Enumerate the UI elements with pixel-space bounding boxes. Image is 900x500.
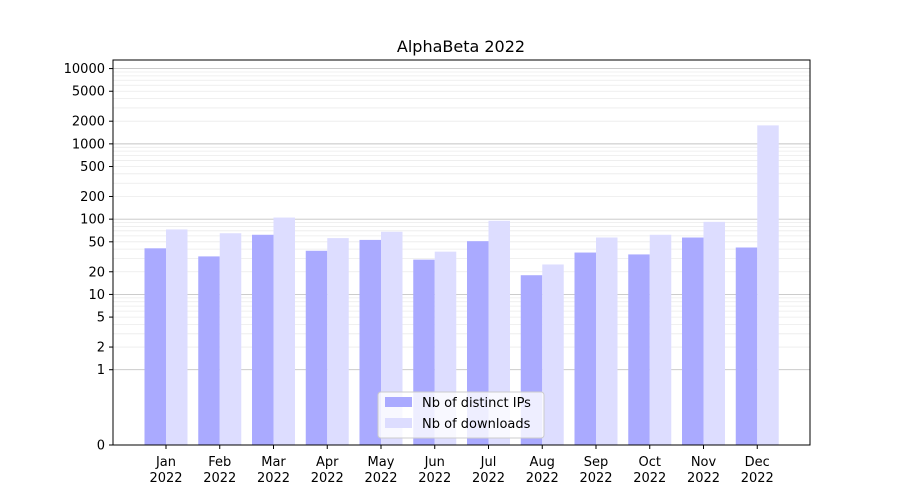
y-axis: 0 1 2 5 10 20 50 100 200 500 1000 2000 5000 10000 (64, 62, 113, 454)
x-tick-label: Jun 2022 (418, 455, 451, 486)
y-tick-label: 1 (97, 363, 105, 378)
legend-swatch (385, 397, 412, 407)
x-tick-label: Dec 2022 (741, 455, 774, 486)
bar-distinct-ips-11 (735, 247, 758, 445)
y-tick-label: 10 (88, 288, 105, 303)
bar-downloads-0 (166, 229, 188, 445)
x-tick-label: Sep 2022 (579, 455, 612, 486)
y-tick-label: 0 (97, 439, 105, 454)
y-tick-label: 2000 (72, 115, 105, 130)
bar-distinct-ips-3 (305, 250, 328, 445)
bar-distinct-ips-2 (252, 234, 274, 445)
y-tick-label: 5000 (72, 85, 105, 100)
x-tick-label: May 2022 (364, 455, 397, 486)
bar-downloads-10 (703, 221, 725, 445)
x-tick-label: Mar 2022 (257, 455, 290, 486)
x-tick-label: Feb 2022 (203, 455, 236, 486)
bar-distinct-ips-10 (682, 237, 704, 445)
bar-downloads-3 (327, 238, 349, 445)
bar-downloads-1 (219, 233, 242, 445)
y-tick-label: 20 (88, 265, 105, 280)
bar-distinct-ips-0 (144, 248, 166, 445)
bar-distinct-ips-1 (198, 256, 220, 445)
y-tick-label: 1000 (72, 137, 105, 152)
legend: Nb of distinct IPs Nb of downloads (377, 391, 545, 439)
x-axis: Jan 2022 Feb 2022 Mar 2022 Apr 2022 May 2022 Jun 20… (149, 445, 774, 486)
x-tick-label: Nov 2022 (687, 455, 720, 486)
legend-box (377, 391, 545, 439)
x-tick-label: Jan 2022 (149, 455, 182, 486)
legend-label: Nb of downloads (422, 417, 531, 432)
y-tick-label: 2 (97, 341, 105, 356)
bar-downloads-11 (757, 125, 779, 445)
chart-title: AlphaBeta 2022 (397, 37, 525, 56)
bar-downloads-7 (542, 264, 564, 445)
y-tick-label: 200 (80, 190, 105, 205)
x-tick-label: Apr 2022 (311, 455, 344, 486)
y-tick-label: 10000 (64, 62, 105, 77)
bar-downloads-6 (488, 220, 510, 445)
y-tick-label: 5 (97, 311, 105, 326)
y-tick-label: 500 (80, 160, 105, 175)
bar-downloads-9 (649, 234, 672, 445)
bar-distinct-ips-9 (628, 254, 650, 445)
x-tick-label: Aug 2022 (526, 455, 559, 486)
bar-downloads-2 (273, 217, 295, 445)
x-tick-label: Jul 2022 (472, 455, 505, 486)
bar-downloads-8 (596, 237, 618, 445)
legend-swatch (385, 418, 412, 428)
plot-frame (112, 59, 811, 446)
y-tick-label: 100 (80, 213, 105, 228)
bar-distinct-ips-8 (574, 252, 596, 445)
y-tick-label: 50 (88, 235, 105, 250)
bar-distinct-ips-4 (359, 239, 381, 445)
legend-label: Nb of distinct IPs (422, 396, 531, 411)
x-tick-label: Oct 2022 (633, 455, 666, 486)
